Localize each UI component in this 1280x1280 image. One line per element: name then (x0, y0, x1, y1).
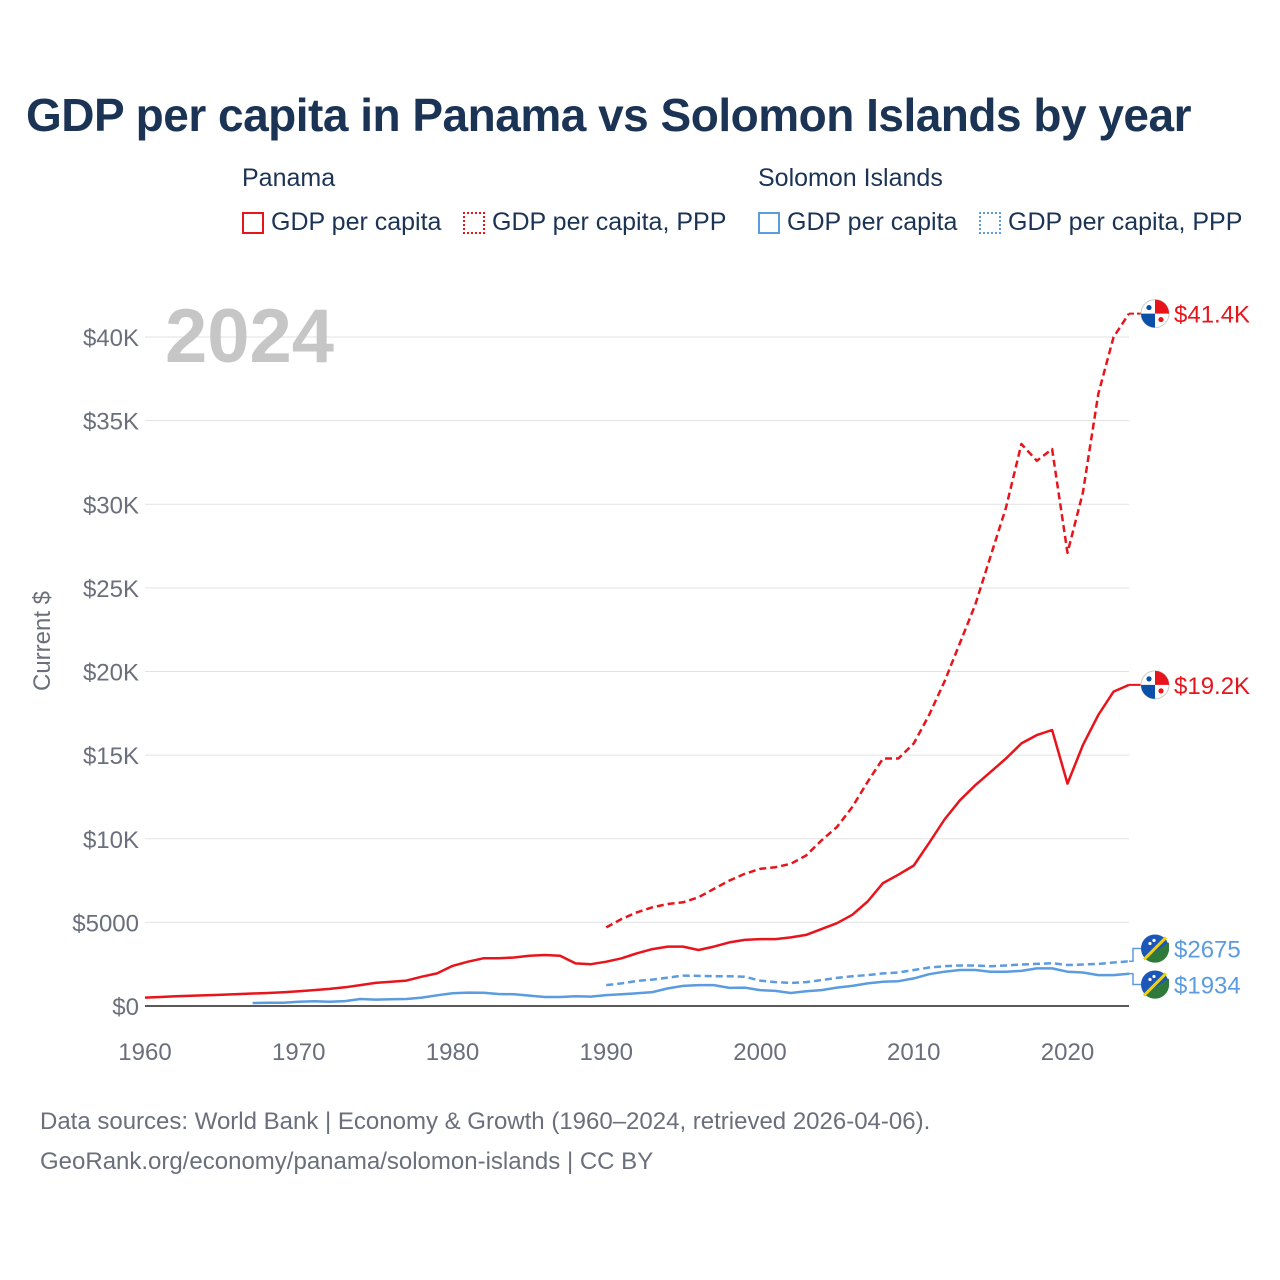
flag-star (1152, 938, 1156, 943)
legend-swatch-dotted (463, 211, 485, 234)
flag-star-blue (1146, 676, 1152, 682)
y-tick-label: $30K (83, 492, 139, 519)
legend-item-panama-ppp[interactable]: GDP per capita, PPP (463, 208, 726, 237)
legend-swatch-dotted (979, 211, 1001, 234)
panama-flag-icon (1140, 299, 1170, 329)
year-label: 2024 (165, 294, 334, 379)
y-tick-label: $0 (112, 994, 139, 1021)
end-value-label: $19.2K (1174, 673, 1250, 700)
flag-green (1145, 942, 1170, 963)
flag-stripe (1142, 936, 1168, 961)
flag-quarter-red (1155, 299, 1169, 314)
x-tick-label: 2020 (1041, 1039, 1094, 1066)
y-tick-label: $15K (83, 743, 139, 770)
source-line-2[interactable]: GeoRank.org/economy/panama/solomon-islan… (40, 1148, 654, 1175)
series-line-solomon-dashed (606, 960, 1130, 987)
x-tick-label: 1990 (580, 1039, 633, 1066)
y-tick-label: $35K (83, 409, 139, 436)
y-tick-label: $20K (83, 660, 139, 687)
legend-label: GDP per capita, PPP (1008, 208, 1243, 236)
end-value-label: $2675 (1174, 936, 1241, 963)
flag-star (1148, 941, 1152, 946)
flag-quarter-blue (1141, 684, 1155, 699)
x-tick-label: 1980 (426, 1039, 479, 1066)
y-tick-label: $5000 (72, 910, 139, 937)
y-tick-label: $10K (83, 827, 139, 854)
legend-heading-solomon: Solomon Islands (758, 164, 943, 192)
solomon-flag-icon (1141, 970, 1170, 999)
legend-label: GDP per capita (271, 208, 442, 236)
solomon-flag-icon (1141, 934, 1170, 963)
x-tick-label: 1970 (272, 1039, 325, 1066)
flag-star-blue (1146, 304, 1152, 311)
legend-label: GDP per capita, PPP (492, 208, 727, 236)
flag-star (1148, 977, 1152, 982)
legend-item-solomon-gdp[interactable]: GDP per capita (758, 208, 957, 237)
flag-quarter-red (1155, 670, 1169, 685)
end-value-label: $41.4K (1174, 302, 1250, 329)
flag-stripe (1142, 972, 1168, 997)
chart-title: GDP per capita in Panama vs Solomon Isla… (26, 89, 1191, 141)
flag-star-red (1158, 316, 1164, 323)
legend-item-panama-gdp[interactable]: GDP per capita (242, 208, 441, 237)
series-line-solomon-solid (252, 967, 1130, 1005)
series-line-panama-solid (144, 683, 1130, 999)
marker-connector (1129, 972, 1141, 986)
source-line-1: Data sources: World Bank | Economy & Gro… (40, 1108, 931, 1135)
series-line-panama-dashed (605, 312, 1131, 929)
marker-connector (1129, 947, 1141, 963)
legend-heading-panama: Panama (242, 164, 336, 192)
flag-quarter-blue (1141, 313, 1155, 328)
panama-flag-icon (1140, 670, 1170, 700)
x-tick-label: 1960 (118, 1039, 171, 1066)
y-axis-label: Current $ (29, 591, 56, 691)
y-tick-label: $25K (83, 576, 139, 603)
legend-swatch-solid (242, 211, 264, 234)
flag-star-red (1158, 688, 1164, 694)
x-tick-label: 2000 (733, 1039, 786, 1066)
x-tick-label: 2010 (887, 1039, 940, 1066)
legend-swatch-solid (758, 211, 780, 234)
legend-label: GDP per capita (787, 208, 958, 236)
legend-item-solomon-ppp[interactable]: GDP per capita, PPP (979, 208, 1242, 237)
flag-green (1145, 978, 1170, 999)
flag-star (1152, 974, 1156, 979)
y-tick-label: $40K (83, 325, 139, 352)
end-value-label: $1934 (1174, 972, 1241, 999)
